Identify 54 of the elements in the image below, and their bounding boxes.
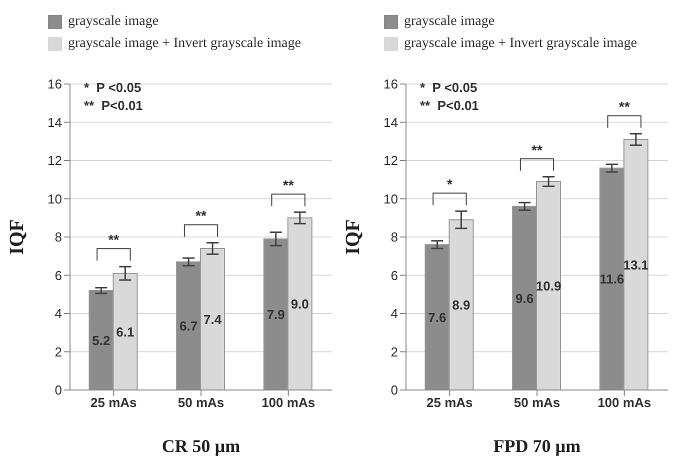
- y-tick-label: 4: [54, 306, 62, 322]
- y-tick-label: 6: [390, 268, 398, 283]
- y-tick-label: 2: [54, 344, 62, 360]
- legend-label: grayscale image: [68, 14, 159, 30]
- x-axis-title: CR 50 µm: [162, 436, 240, 456]
- annotation: * P <0.05: [84, 80, 142, 95]
- legend-label: grayscale image: [404, 14, 495, 30]
- data-label: 7.6: [428, 310, 446, 325]
- annotation: **: [618, 98, 630, 115]
- data-label: 10.9: [536, 278, 562, 294]
- y-tick-label: 16: [48, 76, 62, 92]
- y-tick-label: 8: [54, 230, 62, 245]
- annotation: * P <0.05: [420, 80, 478, 95]
- data-label: 7.9: [266, 307, 285, 322]
- annotation: **: [196, 208, 207, 224]
- y-tick-label: 4: [390, 306, 398, 322]
- annotation: ** P<0.01: [84, 98, 143, 113]
- annotation: ** P<0.01: [420, 98, 479, 113]
- data-label: 9.0: [290, 296, 309, 312]
- y-tick-label: 14: [48, 114, 62, 130]
- x-tick-label: 50 mAs: [178, 395, 224, 410]
- x-tick-label: 100 mAs: [262, 395, 316, 410]
- y-tick-label: 0: [390, 382, 398, 398]
- y-tick-label: 12: [48, 153, 62, 168]
- data-label: 8.9: [452, 298, 470, 313]
- annotation: *: [446, 176, 453, 192]
- y-tick-label: 6: [54, 268, 62, 283]
- data-label: 6.7: [180, 318, 198, 334]
- data-label: 7.4: [204, 312, 222, 327]
- y-tick-label: 0: [54, 382, 62, 398]
- y-tick-label: 14: [384, 114, 398, 130]
- data-label: 11.6: [600, 272, 624, 287]
- y-tick-label: 12: [384, 153, 398, 168]
- y-tick-label: 10: [48, 191, 62, 206]
- x-tick-label: 100 mAs: [598, 395, 652, 410]
- data-label: 9.6: [516, 290, 534, 306]
- annotation: **: [282, 177, 294, 194]
- annotation: **: [108, 232, 120, 248]
- y-tick-label: 2: [390, 344, 398, 360]
- y-tick-label: 8: [390, 230, 398, 245]
- data-label: 5.2: [92, 332, 110, 348]
- legend-label: grayscale image + Invert grayscale image: [404, 36, 637, 52]
- y-axis-title: IQF: [342, 219, 364, 255]
- x-axis-title: FPD 70 µm: [493, 436, 581, 456]
- y-tick-label: 10: [384, 191, 398, 206]
- annotation: **: [532, 142, 543, 158]
- x-tick-label: 25 mAs: [90, 395, 137, 410]
- legend-label: grayscale image + Invert grayscale image: [68, 36, 301, 52]
- y-axis-title: IQF: [6, 219, 28, 255]
- x-tick-label: 25 mAs: [426, 395, 473, 410]
- x-tick-label: 50 mAs: [514, 395, 560, 410]
- data-label: 13.1: [623, 257, 649, 272]
- data-label: 6.1: [116, 324, 134, 340]
- y-tick-label: 16: [384, 76, 398, 92]
